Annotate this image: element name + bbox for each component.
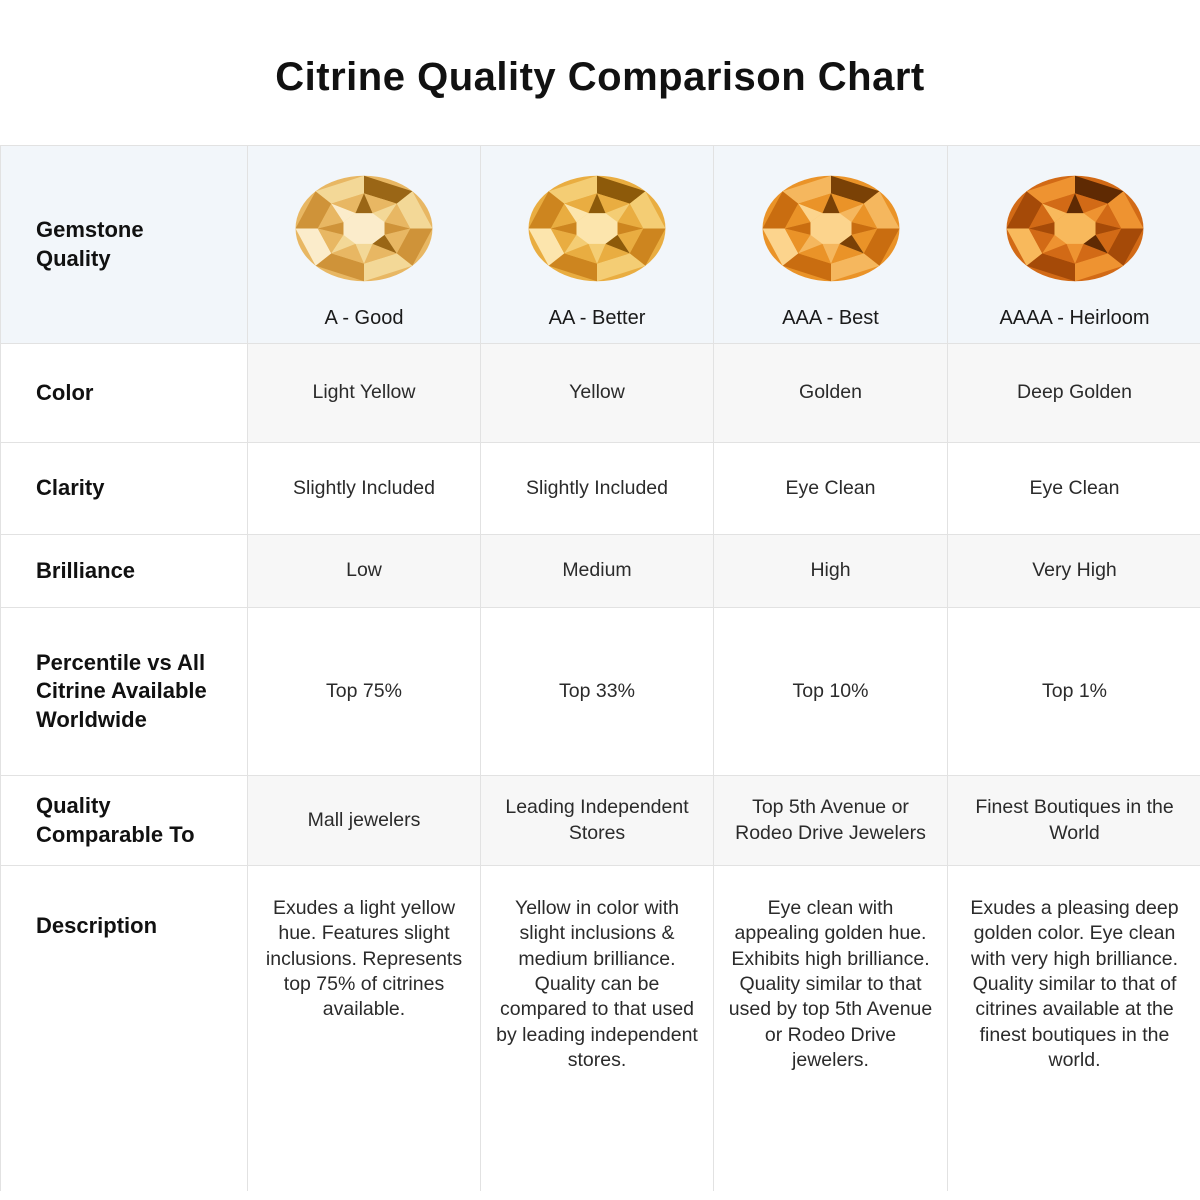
brilliance-value-a: Low [248, 535, 481, 608]
grade-label-aa: AA - Better [548, 307, 646, 329]
percentile-value-aaa: Top 10% [714, 608, 948, 776]
page-title: Citrine Quality Comparison Chart [275, 55, 925, 99]
grade-label-a: A - Good [324, 307, 404, 329]
clarity-value-a: Slightly Included [248, 443, 481, 535]
citrine-gem-a-icon [290, 170, 438, 287]
comparable-value-aaa: Top 5th Avenue or Rodeo Drive Jewelers [714, 776, 948, 866]
comparison-table: Gemstone Quality A - Good AA - Better AA… [0, 145, 1200, 1191]
row-label-color: Color [1, 344, 248, 443]
clarity-value-aa: Slightly Included [481, 443, 714, 535]
corner-header-gemstone-quality: Gemstone Quality [1, 146, 248, 344]
brilliance-value-aaa: High [714, 535, 948, 608]
row-label-clarity: Clarity [1, 443, 248, 535]
comparable-value-aaaa: Finest Boutiques in the World [948, 776, 1200, 866]
clarity-value-aaa: Eye Clean [714, 443, 948, 535]
row-label-percentile: Percentile vs All Citrine Available Worl… [1, 608, 248, 776]
brilliance-value-aaaa: Very High [948, 535, 1200, 608]
color-value-aaaa: Deep Golden [948, 344, 1200, 443]
header-grade-aaaa: AAAA - Heirloom [948, 146, 1200, 344]
row-label-brilliance: Brilliance [1, 535, 248, 608]
row-label-description: Description [1, 866, 248, 1191]
grade-label-aaa: AAA - Best [782, 307, 879, 329]
description-value-aa: Yellow in color with slight inclusions &… [481, 866, 714, 1191]
percentile-value-aaaa: Top 1% [948, 608, 1200, 776]
clarity-value-aaaa: Eye Clean [948, 443, 1200, 535]
comparable-value-a: Mall jewelers [248, 776, 481, 866]
header-grade-aaa: AAA - Best [714, 146, 948, 344]
header-grade-aa: AA - Better [481, 146, 714, 344]
color-value-aaa: Golden [714, 344, 948, 443]
color-value-a: Light Yellow [248, 344, 481, 443]
description-value-a: Exudes a light yellow hue. Features slig… [248, 866, 481, 1191]
row-label-comparable: Quality Comparable To [1, 776, 248, 866]
citrine-gem-aa-icon [523, 170, 671, 287]
header-grade-a: A - Good [248, 146, 481, 344]
description-value-aaa: Eye clean with appealing golden hue. Exh… [714, 866, 948, 1191]
brilliance-value-aa: Medium [481, 535, 714, 608]
description-value-aaaa: Exudes a pleasing deep golden color. Eye… [970, 897, 1179, 1072]
citrine-gem-aaa-icon [757, 170, 905, 287]
citrine-gem-aaaa-icon [1001, 170, 1149, 287]
color-value-aa: Yellow [481, 344, 714, 443]
percentile-value-aa: Top 33% [481, 608, 714, 776]
grade-label-aaaa: AAAA - Heirloom [999, 307, 1150, 329]
comparable-value-aa: Leading Independent Stores [481, 776, 714, 866]
percentile-value-a: Top 75% [248, 608, 481, 776]
